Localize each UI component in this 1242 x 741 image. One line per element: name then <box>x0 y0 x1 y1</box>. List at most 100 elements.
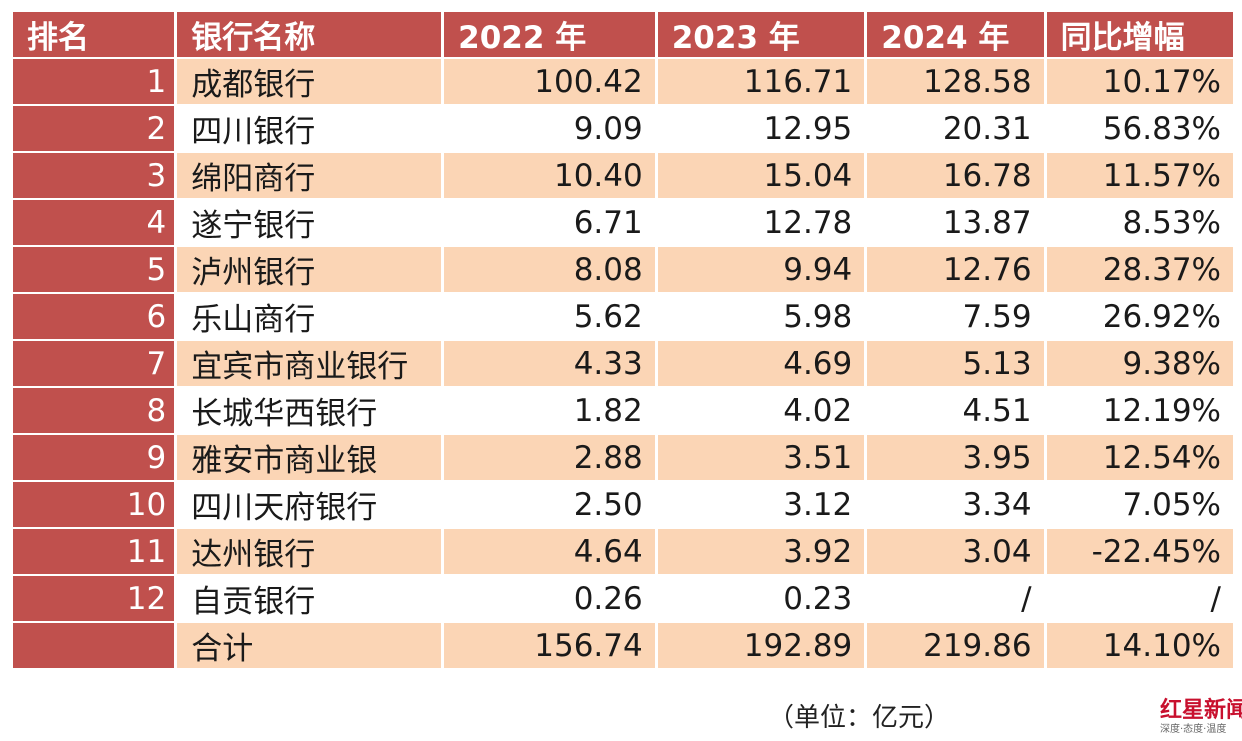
header-bank-name: 银行名称 <box>177 12 442 57</box>
value-2024-cell: 13.87 <box>867 200 1044 245</box>
value-2022-cell: 100.42 <box>444 59 655 104</box>
bank-name-cell: 达州银行 <box>177 529 442 574</box>
table-row: 4 遂宁银行 6.71 12.78 13.87 8.53% <box>13 200 1233 245</box>
value-2022-cell: 2.88 <box>444 435 655 480</box>
header-row: 排名 银行名称 2022 年 2023 年 2024 年 同比增幅 <box>13 12 1233 57</box>
header-rank: 排名 <box>13 12 175 57</box>
table-row: 7 宜宾市商业银行 4.33 4.69 5.13 9.38% <box>13 341 1233 386</box>
rank-cell: 3 <box>13 153 175 198</box>
growth-cell: 11.57% <box>1046 153 1233 198</box>
value-2023-cell: 12.78 <box>657 200 865 245</box>
value-2024-cell: 7.59 <box>867 294 1044 339</box>
header-2023: 2023 年 <box>657 12 865 57</box>
table-row: 1 成都银行 100.42 116.71 128.58 10.17% <box>13 59 1233 104</box>
value-2024-cell: 128.58 <box>867 59 1044 104</box>
value-2024-cell: 4.51 <box>867 388 1044 433</box>
table-row: 3 绵阳商行 10.40 15.04 16.78 11.57% <box>13 153 1233 198</box>
table-body: 1 成都银行 100.42 116.71 128.58 10.17% 2 四川银行 9.09 12… <box>13 59 1233 668</box>
value-2024-cell: / <box>867 576 1044 621</box>
logo-sub-text: 深度·态度·温度 <box>1160 724 1227 735</box>
bank-table-container: 排名 银行名称 2022 年 2023 年 2024 年 同比增幅 1 成都银行 1… <box>10 10 1236 670</box>
rank-cell: 4 <box>13 200 175 245</box>
growth-cell: 56.83% <box>1046 106 1233 151</box>
header-2024: 2024 年 <box>867 12 1044 57</box>
value-2023-cell: 116.71 <box>657 59 865 104</box>
value-2024-cell: 3.34 <box>867 482 1044 527</box>
growth-cell: 26.92% <box>1046 294 1233 339</box>
table-row: 10 四川天府银行 2.50 3.12 3.34 7.05% <box>13 482 1233 527</box>
bank-name-cell: 乐山商行 <box>177 294 442 339</box>
table-row: 5 泸州银行 8.08 9.94 12.76 28.37% <box>13 247 1233 292</box>
value-2022-cell: 156.74 <box>444 623 655 668</box>
value-2024-cell: 3.04 <box>867 529 1044 574</box>
value-2023-cell: 15.04 <box>657 153 865 198</box>
bank-name-cell: 合计 <box>177 623 442 668</box>
header-2022: 2022 年 <box>444 12 655 57</box>
bank-name-cell: 雅安市商业银 <box>177 435 442 480</box>
value-2024-cell: 5.13 <box>867 341 1044 386</box>
value-2022-cell: 4.64 <box>444 529 655 574</box>
value-2023-cell: 192.89 <box>657 623 865 668</box>
table-row: 11 达州银行 4.64 3.92 3.04 -22.45% <box>13 529 1233 574</box>
bank-name-cell: 绵阳商行 <box>177 153 442 198</box>
growth-cell: / <box>1046 576 1233 621</box>
hongxing-news-logo: 红星新闻 深度·态度·温度 <box>1160 692 1242 738</box>
header-growth: 同比增幅 <box>1046 12 1233 57</box>
value-2022-cell: 6.71 <box>444 200 655 245</box>
growth-cell: 12.54% <box>1046 435 1233 480</box>
value-2023-cell: 3.92 <box>657 529 865 574</box>
value-2024-cell: 12.76 <box>867 247 1044 292</box>
rank-cell: 12 <box>13 576 175 621</box>
unit-note: （单位：亿元） <box>768 703 951 733</box>
table-row: 9 雅安市商业银 2.88 3.51 3.95 12.54% <box>13 435 1233 480</box>
growth-cell: 9.38% <box>1046 341 1233 386</box>
growth-cell: 8.53% <box>1046 200 1233 245</box>
rank-cell: 5 <box>13 247 175 292</box>
growth-cell: -22.45% <box>1046 529 1233 574</box>
bank-name-cell: 自贡银行 <box>177 576 442 621</box>
bank-name-cell: 四川天府银行 <box>177 482 442 527</box>
bank-name-cell: 宜宾市商业银行 <box>177 341 442 386</box>
growth-cell: 7.05% <box>1046 482 1233 527</box>
value-2023-cell: 5.98 <box>657 294 865 339</box>
rank-cell: 11 <box>13 529 175 574</box>
value-2024-cell: 16.78 <box>867 153 1044 198</box>
growth-cell: 10.17% <box>1046 59 1233 104</box>
value-2024-cell: 3.95 <box>867 435 1044 480</box>
rank-cell: 1 <box>13 59 175 104</box>
total-row: 合计 156.74 192.89 219.86 14.10% <box>13 623 1233 668</box>
rank-cell: 6 <box>13 294 175 339</box>
rank-cell: 10 <box>13 482 175 527</box>
value-2022-cell: 8.08 <box>444 247 655 292</box>
value-2022-cell: 1.82 <box>444 388 655 433</box>
bank-name-cell: 遂宁银行 <box>177 200 442 245</box>
bank-profit-table: 排名 银行名称 2022 年 2023 年 2024 年 同比增幅 1 成都银行 1… <box>10 10 1236 670</box>
rank-cell: 8 <box>13 388 175 433</box>
growth-cell: 14.10% <box>1046 623 1233 668</box>
value-2022-cell: 0.26 <box>444 576 655 621</box>
value-2023-cell: 4.02 <box>657 388 865 433</box>
value-2024-cell: 219.86 <box>867 623 1044 668</box>
table-row: 12 自贡银行 0.26 0.23// <box>13 576 1233 621</box>
value-2023-cell: 12.95 <box>657 106 865 151</box>
table-row: 6 乐山商行 5.62 5.98 7.59 26.92% <box>13 294 1233 339</box>
bank-name-cell: 成都银行 <box>177 59 442 104</box>
value-2022-cell: 4.33 <box>444 341 655 386</box>
value-2022-cell: 10.40 <box>444 153 655 198</box>
value-2024-cell: 20.31 <box>867 106 1044 151</box>
table-row: 8 长城华西银行 1.82 4.02 4.51 12.19% <box>13 388 1233 433</box>
rank-cell <box>13 623 175 668</box>
value-2023-cell: 3.51 <box>657 435 865 480</box>
bank-name-cell: 长城华西银行 <box>177 388 442 433</box>
value-2022-cell: 9.09 <box>444 106 655 151</box>
table-row: 2 四川银行 9.09 12.95 20.31 56.83% <box>13 106 1233 151</box>
bank-name-cell: 泸州银行 <box>177 247 442 292</box>
growth-cell: 12.19% <box>1046 388 1233 433</box>
growth-cell: 28.37% <box>1046 247 1233 292</box>
rank-cell: 9 <box>13 435 175 480</box>
rank-cell: 7 <box>13 341 175 386</box>
rank-cell: 2 <box>13 106 175 151</box>
value-2023-cell: 3.12 <box>657 482 865 527</box>
value-2023-cell: 0.23 <box>657 576 865 621</box>
bank-name-cell: 四川银行 <box>177 106 442 151</box>
